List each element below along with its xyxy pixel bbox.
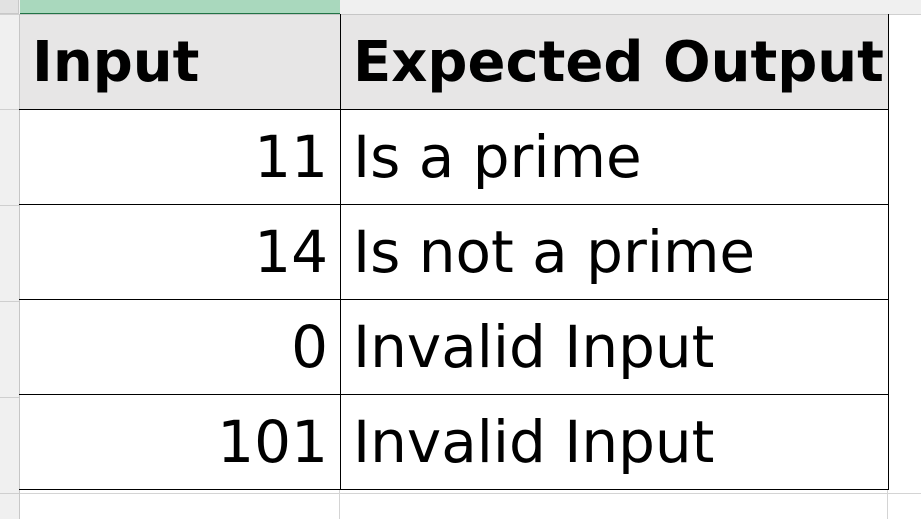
input-cell[interactable]: 14 (19, 204, 341, 300)
input-cell[interactable]: 101 (19, 394, 341, 490)
expected-output-cell[interactable]: Invalid Input (340, 299, 889, 395)
expected-output-cell[interactable]: Invalid Input (340, 394, 889, 490)
row-header-column[interactable] (0, 0, 20, 519)
row-header-divider (0, 397, 19, 398)
row-header-divider (0, 109, 19, 110)
table-row: 14 Is not a prime (19, 204, 889, 300)
expected-output-cell[interactable]: Is a prime (340, 109, 889, 205)
row-header-divider (0, 493, 19, 494)
header-cell-input[interactable]: Input (19, 14, 341, 110)
header-row: Input Expected Output (19, 14, 889, 110)
select-all-corner[interactable] (0, 0, 19, 14)
table-row: 101 Invalid Input (19, 394, 889, 490)
row-header-divider (0, 205, 19, 206)
column-header-a-selected[interactable] (20, 0, 340, 15)
gridline (0, 493, 921, 494)
table-row: 0 Invalid Input (19, 299, 889, 395)
input-cell[interactable]: 0 (19, 299, 341, 395)
expected-output-cell[interactable]: Is not a prime (340, 204, 889, 300)
table-row: 11 Is a prime (19, 109, 889, 205)
data-table: Input Expected Output 11 Is a prime 14 I… (19, 14, 889, 490)
row-header-divider (0, 301, 19, 302)
header-cell-expected-output[interactable]: Expected Output (340, 14, 889, 110)
input-cell[interactable]: 11 (19, 109, 341, 205)
